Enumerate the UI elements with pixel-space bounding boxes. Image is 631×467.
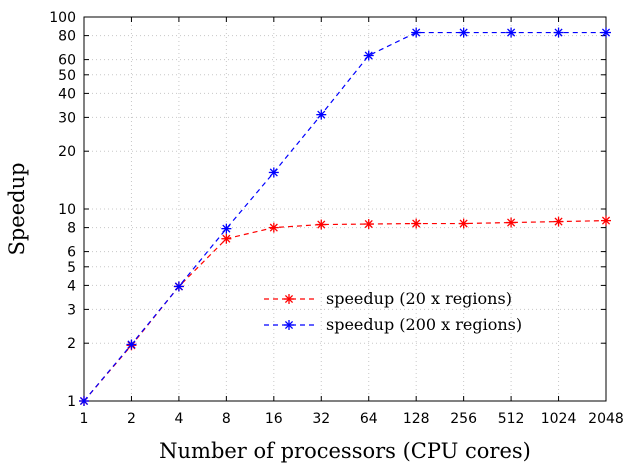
data-point (506, 217, 517, 228)
y-axis-title: Speedup (5, 162, 29, 255)
y-tick-label: 30 (58, 110, 76, 126)
x-tick-label: 1024 (541, 411, 577, 427)
data-point (221, 223, 232, 234)
data-point (79, 396, 89, 406)
x-tick-label: 16 (265, 411, 283, 427)
data-point (268, 222, 279, 233)
grid (84, 17, 606, 401)
x-tick-label: 32 (312, 411, 330, 427)
y-tick-label: 50 (58, 68, 76, 84)
y-tick-label: 4 (67, 278, 76, 294)
x-tick-label: 256 (450, 411, 477, 427)
y-tick-label: 1 (67, 394, 76, 410)
x-tick-label: 2048 (588, 411, 624, 427)
y-tick-label: 5 (67, 260, 76, 276)
data-point (411, 27, 422, 38)
data-point (173, 281, 184, 292)
legend: speedup (20 x regions) speedup (200 x reg… (264, 289, 522, 334)
y-tick-label: 3 (67, 302, 76, 318)
series-layer (79, 27, 611, 406)
legend-label: speedup (20 x regions) (326, 289, 512, 308)
y-tick-label: 40 (58, 86, 76, 102)
legend-marker (284, 294, 294, 304)
legend-marker (284, 320, 294, 330)
data-point (268, 167, 279, 178)
y-tick-label: 10 (58, 202, 76, 218)
data-point (553, 27, 564, 38)
y-tick-label: 2 (67, 336, 76, 352)
axis-ticks: 1 2 4 8 16 32 64 128 256 512 1024 2048 1 2 3 4 56 8 10 20 30… (49, 10, 624, 427)
data-point (458, 27, 469, 38)
data-point (601, 27, 611, 38)
series-line (83, 31, 606, 402)
data-point (363, 219, 374, 230)
y-tick-label: 8 (67, 221, 76, 237)
y-tick-label: 80 (58, 29, 76, 45)
data-point (363, 50, 374, 61)
data-point (411, 218, 422, 229)
data-point (126, 339, 137, 350)
x-tick-label: 1 (80, 411, 89, 427)
x-tick-label: 64 (360, 411, 378, 427)
y-tick-label: 60 (58, 53, 76, 69)
legend-label: speedup (200 x regions) (326, 315, 522, 334)
data-point (316, 109, 327, 120)
y-tick-label: 20 (58, 144, 76, 160)
x-tick-label: 128 (403, 411, 430, 427)
x-axis-title: Number of processors (CPU cores) (159, 439, 531, 463)
data-point (506, 27, 517, 38)
x-tick-label: 2 (127, 411, 136, 427)
x-tick-label: 4 (174, 411, 183, 427)
series-line (83, 220, 607, 402)
data-point (458, 218, 469, 229)
y-tick-label: 6 (67, 245, 76, 261)
data-point (601, 215, 611, 226)
series-2 (79, 27, 611, 406)
x-tick-label: 8 (222, 411, 231, 427)
data-point (221, 233, 232, 244)
legend-item: speedup (20 x regions) (264, 289, 512, 308)
legend-item: speedup (200 x regions) (264, 315, 522, 334)
y-tick-label: 100 (49, 10, 76, 26)
data-point (316, 219, 327, 230)
data-point (553, 216, 564, 227)
x-tick-label: 512 (498, 411, 525, 427)
